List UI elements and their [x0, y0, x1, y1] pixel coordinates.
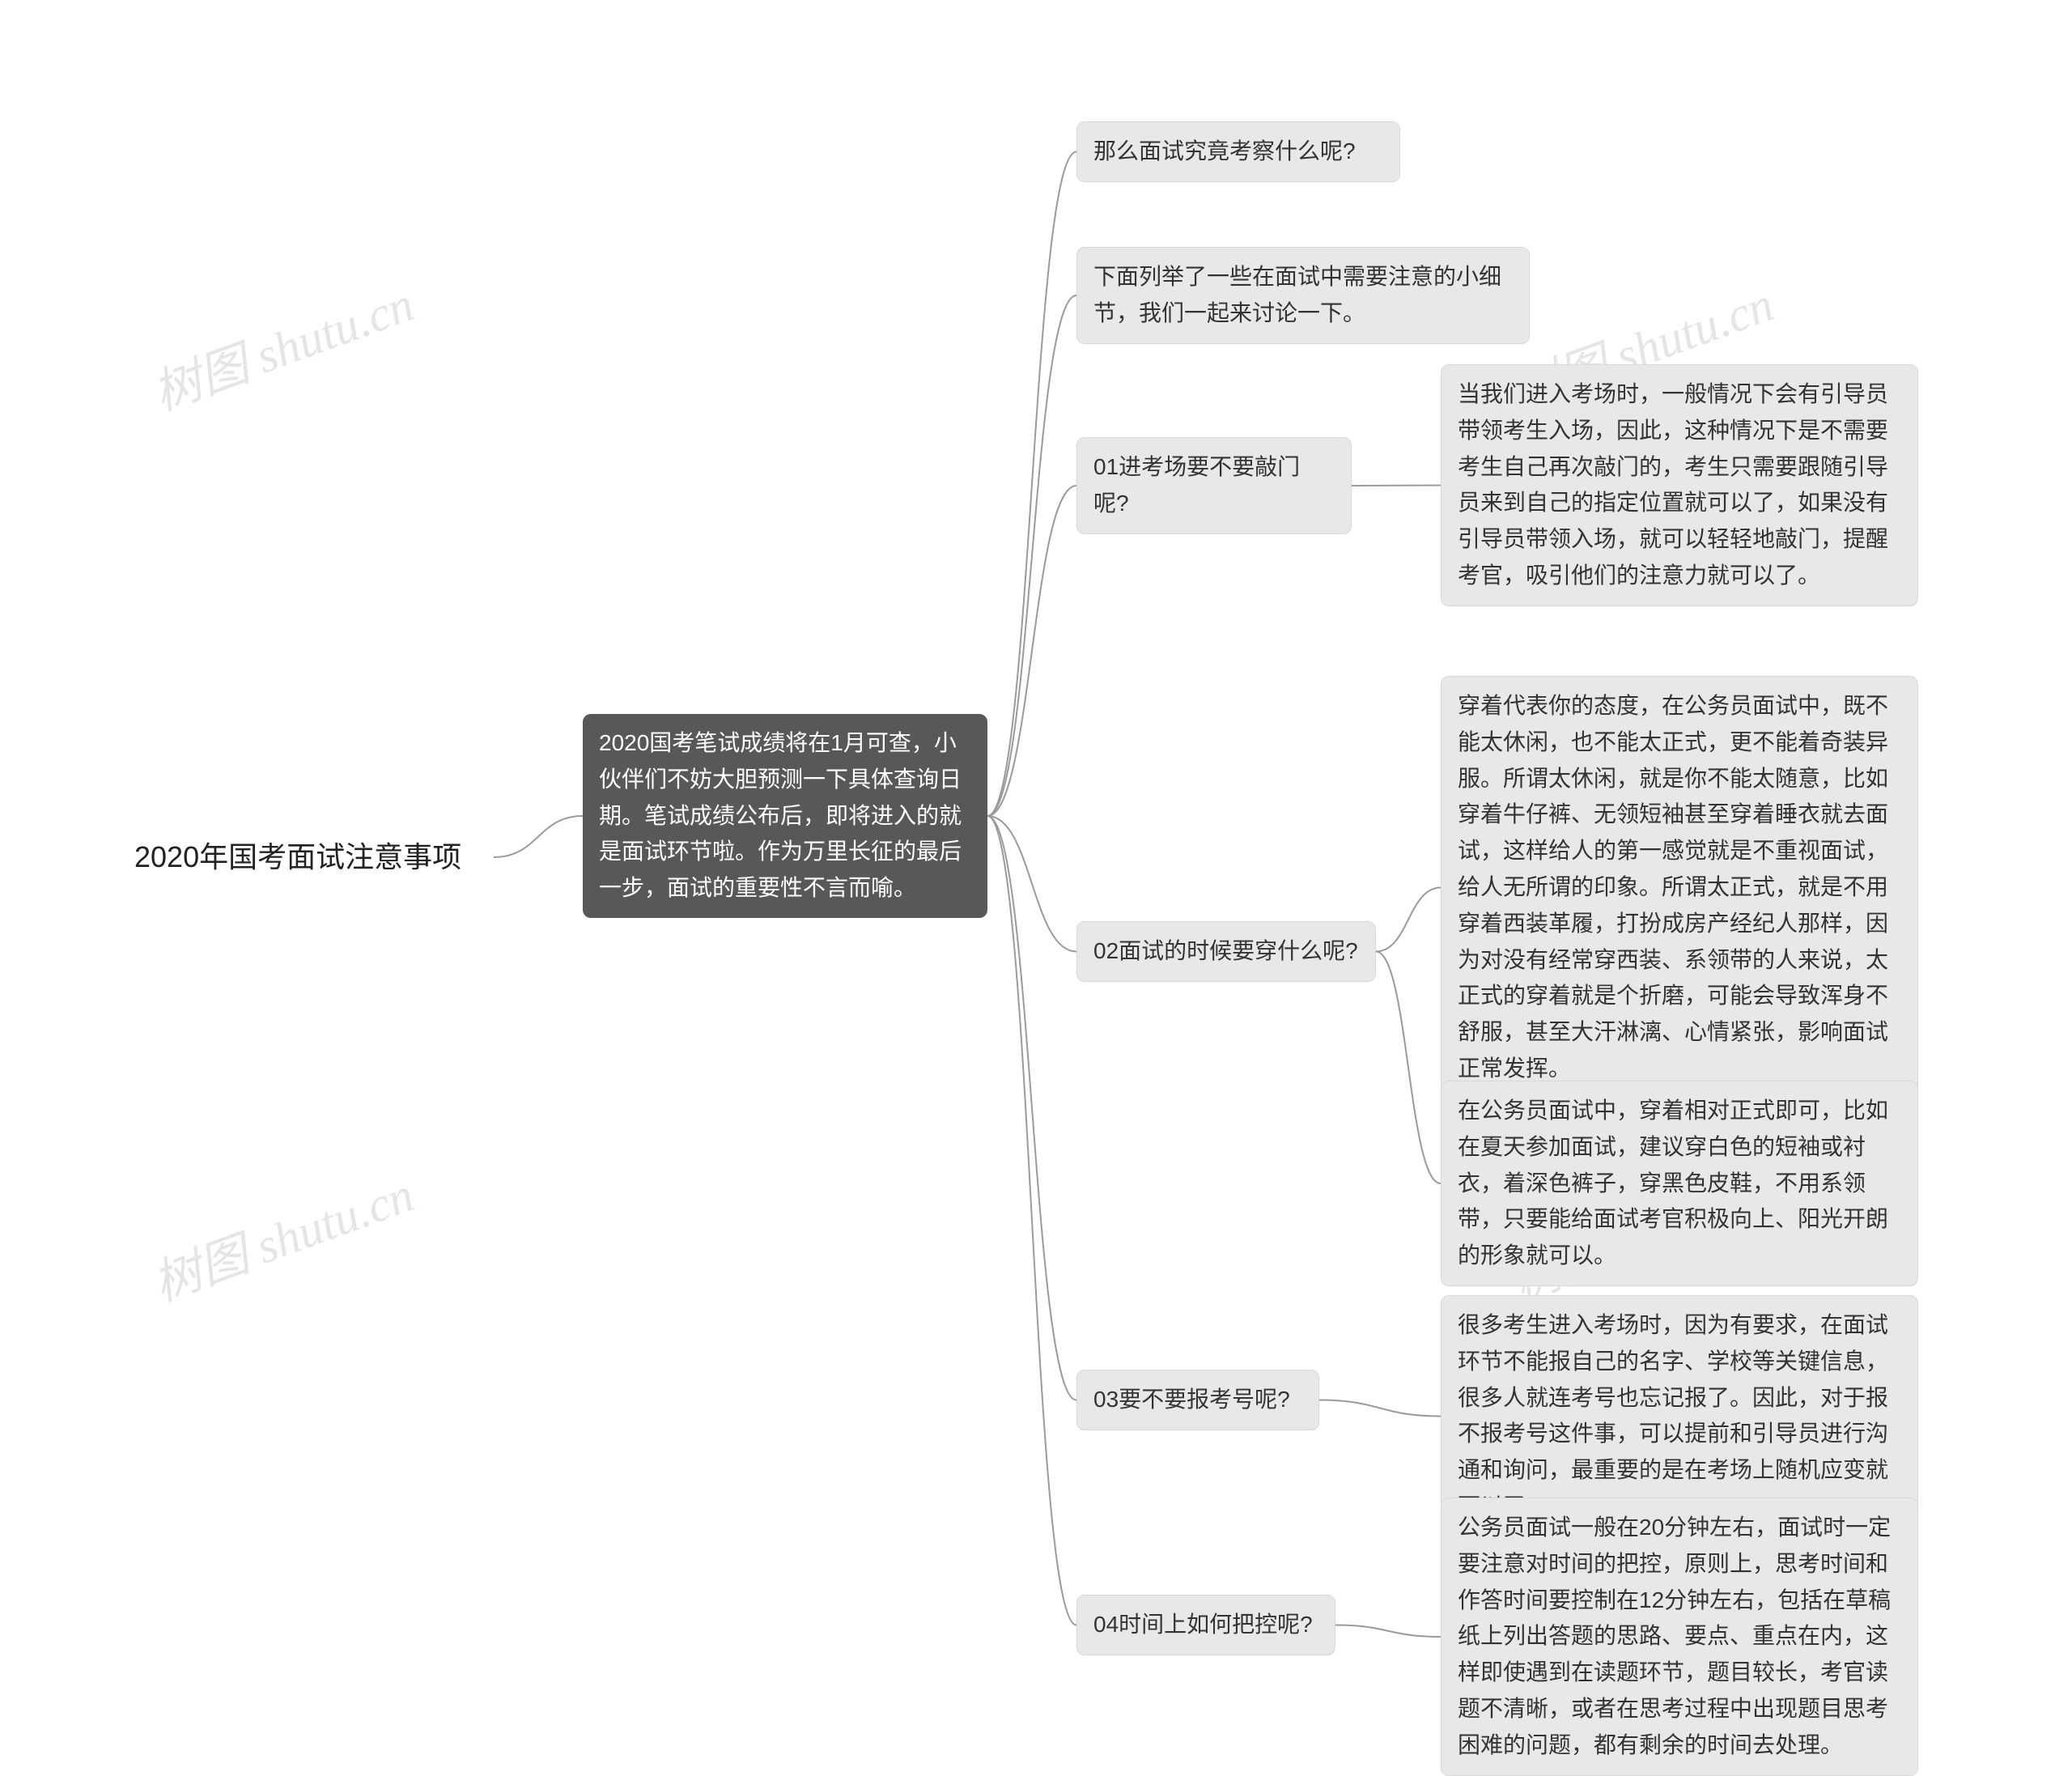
- watermark: 树图 shutu.cn: [142, 265, 422, 424]
- node-q1-answer[interactable]: 当我们进入考场时，一般情况下会有引导员带领考生入场，因此，这种情况下是不需要考生…: [1441, 364, 1918, 606]
- node-q2-answer-b[interactable]: 在公务员面试中，穿着相对正式即可，比如在夏天参加面试，建议穿白色的短袖或衬衣，着…: [1441, 1081, 1918, 1286]
- node-q3-number[interactable]: 03要不要报考号呢?: [1076, 1370, 1319, 1430]
- node-q2-answer-a[interactable]: 穿着代表你的态度，在公务员面试中，既不能太休闲，也不能太正式，更不能着奇装异服。…: [1441, 676, 1918, 1099]
- mindmap-canvas: 树图 shutu.cn 树图 shutu.cn 树图 shutu.cn 树图 s…: [0, 0, 2072, 1715]
- node-question-purpose[interactable]: 那么面试究竟考察什么呢?: [1076, 121, 1400, 182]
- node-q1-knock[interactable]: 01进考场要不要敲门呢?: [1076, 437, 1352, 534]
- root-node[interactable]: 2020年国考面试注意事项: [121, 826, 494, 889]
- node-question-details[interactable]: 下面列举了一些在面试中需要注意的小细节，我们一起来讨论一下。: [1076, 247, 1530, 344]
- watermark: 树图 shutu.cn: [142, 1155, 422, 1315]
- node-q2-dress[interactable]: 02面试的时候要穿什么呢?: [1076, 921, 1376, 982]
- intro-node[interactable]: 2020国考笔试成绩将在1月可查，小伙伴们不妨大胆预测一下具体查询日期。笔试成绩…: [583, 714, 987, 918]
- node-q4-answer[interactable]: 公务员面试一般在20分钟左右，面试时一定要注意对时间的把控，原则上，思考时间和作…: [1441, 1498, 1918, 1776]
- node-q4-time[interactable]: 04时间上如何把控呢?: [1076, 1595, 1335, 1655]
